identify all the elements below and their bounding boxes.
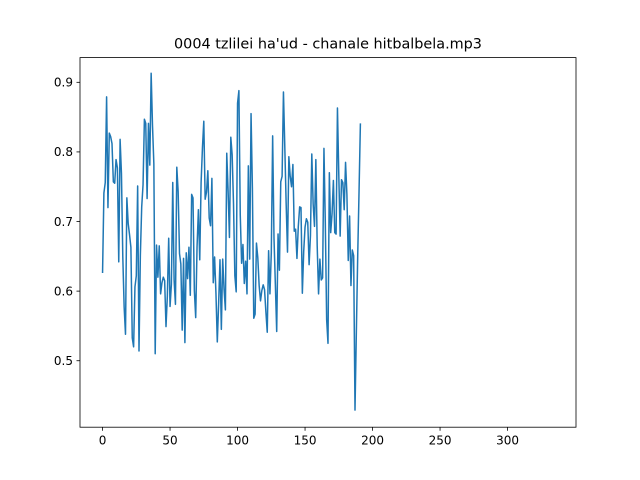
x-tick-label: 250 — [429, 434, 452, 448]
x-axis: 0 50 100 150 200 250 300 — [99, 427, 519, 448]
plot-frame — [79, 57, 577, 428]
x-tick-label: 150 — [294, 434, 317, 448]
x-tick-label: 200 — [361, 434, 384, 448]
y-tick-label: 0.5 — [54, 354, 73, 368]
plot-area — [101, 72, 362, 411]
chart-title: 0004 tzlilei ha'ud - chanale hitbalbela.… — [174, 37, 482, 53]
series-line-0 — [101, 72, 362, 411]
y-axis: 0.5 0.6 0.7 0.8 0.9 — [54, 76, 80, 368]
y-tick-label: 0.7 — [54, 215, 73, 229]
y-tick-label: 0.8 — [54, 145, 73, 159]
x-tick-label: 0 — [99, 434, 107, 448]
y-tick-label: 0.6 — [54, 284, 73, 298]
y-tick-label: 0.9 — [54, 76, 73, 90]
x-tick-label: 300 — [496, 434, 519, 448]
x-tick-label: 50 — [162, 434, 177, 448]
x-tick-label: 100 — [226, 434, 249, 448]
